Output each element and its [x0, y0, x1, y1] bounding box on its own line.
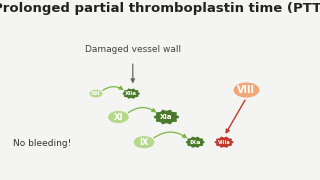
Text: Prolonged partial thromboplastin time (PTT): Prolonged partial thromboplastin time (P…	[0, 2, 320, 15]
Text: XIIa: XIIa	[125, 91, 137, 96]
Polygon shape	[154, 110, 179, 124]
Text: XIa: XIa	[160, 114, 173, 120]
Text: XI: XI	[114, 112, 123, 122]
Polygon shape	[215, 137, 233, 147]
Circle shape	[234, 83, 259, 97]
Polygon shape	[123, 89, 140, 98]
Text: VIIIa: VIIIa	[218, 140, 230, 145]
Text: VIII: VIII	[237, 85, 255, 95]
Circle shape	[134, 137, 154, 148]
Text: No bleeding!: No bleeding!	[13, 140, 71, 148]
Text: Damaged vessel wall: Damaged vessel wall	[85, 45, 181, 54]
Text: IX: IX	[139, 138, 149, 147]
Text: IXa: IXa	[189, 140, 201, 145]
Polygon shape	[186, 137, 204, 147]
Circle shape	[109, 112, 128, 122]
Circle shape	[90, 90, 102, 97]
Text: XII: XII	[91, 91, 101, 96]
